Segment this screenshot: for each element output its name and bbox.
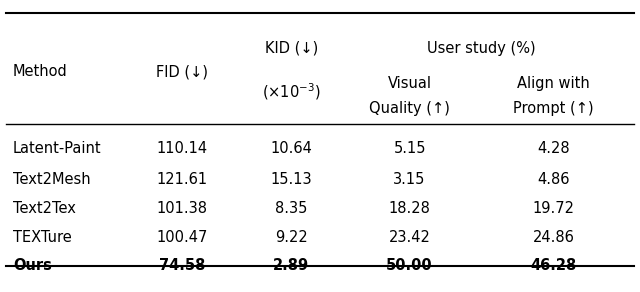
Text: 50.00: 50.00 bbox=[387, 258, 433, 273]
Text: 101.38: 101.38 bbox=[157, 201, 208, 216]
Text: 8.35: 8.35 bbox=[275, 201, 307, 216]
Text: User study (%): User study (%) bbox=[428, 41, 536, 56]
Text: 3.15: 3.15 bbox=[394, 172, 426, 187]
Text: 46.28: 46.28 bbox=[531, 258, 577, 273]
Text: Text2Tex: Text2Tex bbox=[13, 201, 76, 216]
Text: 121.61: 121.61 bbox=[157, 172, 208, 187]
Text: 74.58: 74.58 bbox=[159, 258, 205, 273]
Text: 18.28: 18.28 bbox=[388, 201, 431, 216]
Text: Visual: Visual bbox=[388, 76, 431, 91]
Text: Ours: Ours bbox=[13, 258, 52, 273]
Text: Align with: Align with bbox=[517, 76, 590, 91]
Text: Latent-Paint: Latent-Paint bbox=[13, 141, 101, 157]
Text: 15.13: 15.13 bbox=[270, 172, 312, 187]
Text: 10.64: 10.64 bbox=[270, 141, 312, 157]
Text: 9.22: 9.22 bbox=[275, 230, 308, 246]
Text: 4.28: 4.28 bbox=[538, 141, 570, 157]
Text: ($\times$10$^{-3}$): ($\times$10$^{-3}$) bbox=[262, 82, 321, 102]
Text: 110.14: 110.14 bbox=[157, 141, 208, 157]
Text: 5.15: 5.15 bbox=[394, 141, 426, 157]
Text: Prompt (↑): Prompt (↑) bbox=[513, 100, 594, 116]
Text: TEXTure: TEXTure bbox=[13, 230, 72, 246]
Text: 2.89: 2.89 bbox=[273, 258, 309, 273]
Text: Quality (↑): Quality (↑) bbox=[369, 100, 450, 116]
Text: FID (↓): FID (↓) bbox=[156, 64, 209, 79]
Text: 23.42: 23.42 bbox=[388, 230, 431, 246]
Text: KID (↓): KID (↓) bbox=[264, 41, 318, 56]
Text: 4.86: 4.86 bbox=[538, 172, 570, 187]
Text: Method: Method bbox=[13, 64, 68, 79]
Text: 24.86: 24.86 bbox=[532, 230, 575, 246]
Text: 100.47: 100.47 bbox=[157, 230, 208, 246]
Text: Text2Mesh: Text2Mesh bbox=[13, 172, 90, 187]
Text: 19.72: 19.72 bbox=[532, 201, 575, 216]
